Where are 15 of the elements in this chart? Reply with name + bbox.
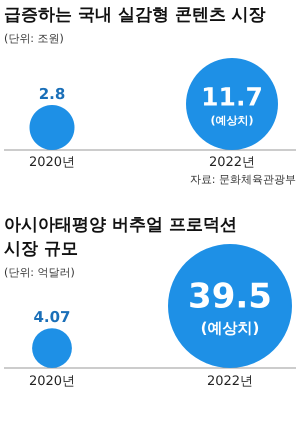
data-label: 4.07 — [33, 308, 71, 326]
category-label: 2020년 — [28, 374, 76, 389]
category-label: 2020년 — [28, 155, 76, 170]
text: 자료: 문화체육관광부 — [190, 173, 296, 186]
data-label: 11.7 — [201, 82, 263, 112]
text: (단위: 억달러) — [4, 266, 75, 279]
data-label: 39.5 — [188, 276, 272, 317]
text: (예상치) — [210, 114, 254, 127]
text: 급증하는 국내 실감형 콘텐츠 시장 — [4, 5, 266, 25]
text: (단위: 조원) — [4, 32, 64, 45]
data-label: 2.8 — [38, 84, 66, 103]
text: (예상치) — [200, 319, 260, 338]
text: 아시아태평양 버추얼 프로덕션 시장 규모 — [4, 215, 237, 259]
category-label: 2022년 — [206, 374, 254, 389]
category-label: 2022년 — [208, 155, 256, 170]
